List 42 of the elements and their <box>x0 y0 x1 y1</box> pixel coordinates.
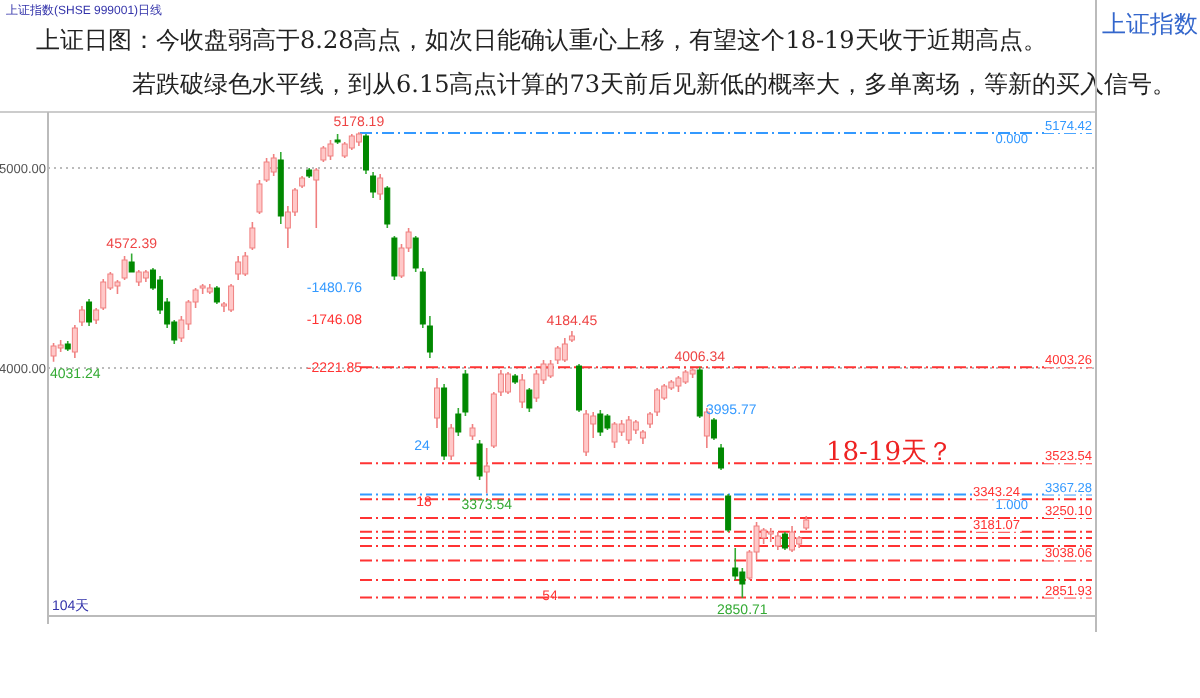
candlestick <box>597 409 604 437</box>
candlestick <box>526 387 533 413</box>
candlestick <box>71 324 78 359</box>
text: 18-19天？ <box>826 438 953 468</box>
candlestick <box>696 365 703 419</box>
candlestick <box>703 407 710 449</box>
candlestick <box>505 371 511 395</box>
candlestick <box>128 252 135 273</box>
candlestick <box>448 423 455 461</box>
candlestick <box>228 283 235 313</box>
candlestick <box>789 525 796 553</box>
text: 上证指数 <box>1102 10 1198 38</box>
candlestick <box>611 421 618 449</box>
candlestick <box>363 133 369 175</box>
candlestick <box>583 409 590 457</box>
candlestick <box>78 305 85 327</box>
candlestick <box>50 342 57 363</box>
candlestick <box>313 167 320 229</box>
candlestick <box>249 221 256 251</box>
candlestick <box>377 173 384 201</box>
chart-title: 上证日图：今收盘弱高于8.28高点，如次日能确认重心上移，有望这个18-19天收于近期高点。 <box>36 26 1047 54</box>
candlestick <box>391 235 398 281</box>
candlestick <box>270 153 277 177</box>
candlestick <box>519 373 526 409</box>
candlestick <box>86 298 93 327</box>
candlestick <box>625 415 632 445</box>
candlestick <box>767 527 774 543</box>
candlestick <box>434 377 440 429</box>
candlestick <box>235 255 242 281</box>
candlestick <box>327 139 334 161</box>
candlestick <box>121 255 128 281</box>
candlestick <box>725 493 732 533</box>
candlestick <box>732 547 739 581</box>
candlestick <box>561 337 568 363</box>
candlestick <box>483 447 490 495</box>
candlestick <box>370 171 377 199</box>
candlestick <box>718 443 725 471</box>
candlestick <box>710 417 717 441</box>
candlestick <box>242 251 249 277</box>
candlestick <box>476 439 483 481</box>
candlestick <box>576 363 582 413</box>
candlestick <box>384 185 391 229</box>
